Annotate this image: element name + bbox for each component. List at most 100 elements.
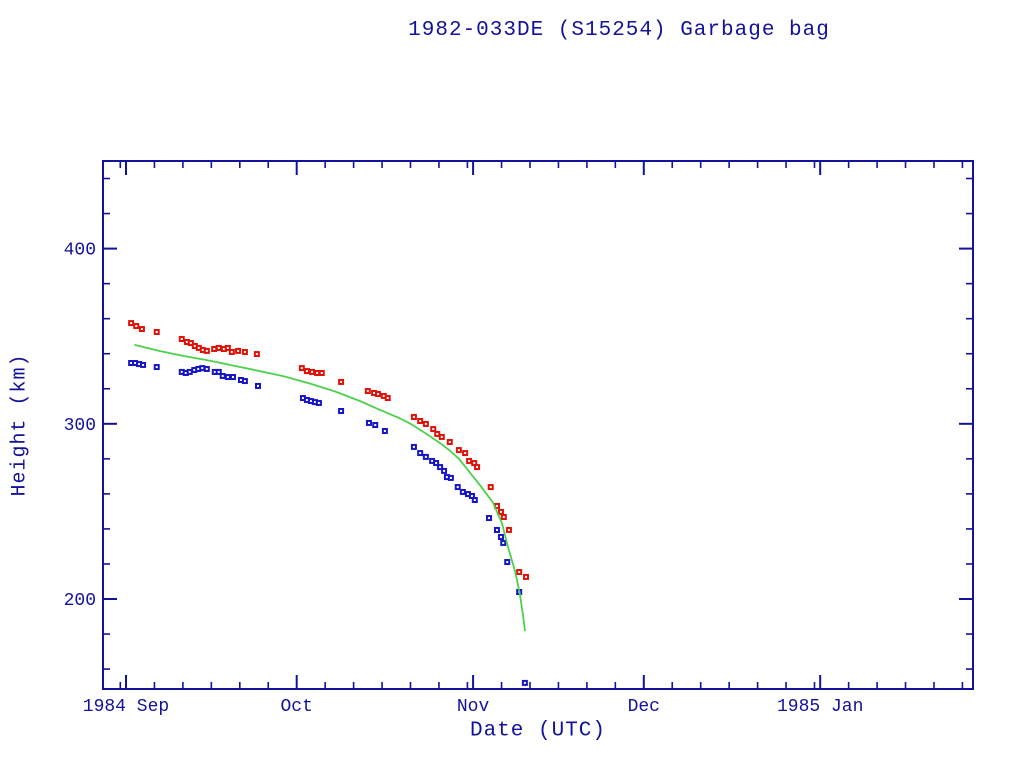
y-tick-label: 400 [64, 241, 96, 261]
x-tick-label: 1984 Sep [83, 697, 169, 717]
series-red-squares-upper [128, 320, 530, 580]
data-point-center [464, 452, 467, 455]
data-point-center [495, 504, 498, 507]
data-point-center [432, 428, 435, 431]
data-point-center [502, 516, 505, 519]
data-point-center [180, 370, 183, 373]
data-point-center [476, 466, 479, 469]
data-point-center [213, 347, 216, 350]
data-point-center [316, 371, 319, 374]
x-tick-label: Nov [457, 697, 490, 717]
data-point-center [449, 476, 452, 479]
data-point-center [313, 401, 316, 404]
data-point-center [237, 349, 240, 352]
data-point-center [489, 486, 492, 489]
data-point-center [197, 367, 200, 370]
data-point-center [135, 325, 138, 328]
data-point-center [222, 347, 225, 350]
data-point-center [130, 322, 133, 325]
data-point-center [445, 476, 448, 479]
x-tick-label: Oct [280, 697, 312, 717]
data-point-center [243, 350, 246, 353]
data-point-center [374, 424, 377, 427]
data-point-center [193, 345, 196, 348]
data-point-center [189, 342, 192, 345]
data-point-center [383, 429, 386, 432]
data-point-center [188, 370, 191, 373]
data-point-center [473, 462, 476, 465]
data-point-center [255, 353, 258, 356]
y-tick-label: 200 [64, 591, 96, 611]
data-point-center [301, 397, 304, 400]
data-point-center [226, 376, 229, 379]
data-point-center [305, 398, 308, 401]
data-point-center [366, 390, 369, 393]
data-point-center [205, 349, 208, 352]
data-point-center [506, 561, 509, 564]
data-point-center [180, 338, 183, 341]
data-point-center [305, 370, 308, 373]
x-axis-ticks: 1984 Sep Oct Nov Dec 1985 Jan [83, 161, 964, 717]
data-point-center [142, 363, 145, 366]
data-point-center [184, 371, 187, 374]
data-point-center [317, 401, 320, 404]
data-point-center [201, 367, 204, 370]
data-point-center [424, 422, 427, 425]
data-point-center [440, 435, 443, 438]
x-tick-label: 1985 Jan [777, 697, 863, 717]
data-point-center [193, 369, 196, 372]
data-point-center [435, 462, 438, 465]
data-point-center [419, 419, 422, 422]
data-point-center [499, 535, 502, 538]
data-point-center [443, 469, 446, 472]
data-point-center [470, 494, 473, 497]
data-point-center [386, 397, 389, 400]
series-green-fit-line [134, 344, 526, 632]
data-point-center [461, 490, 464, 493]
data-point-center [185, 340, 188, 343]
data-point-center [436, 432, 439, 435]
y-tick-label: 300 [64, 416, 96, 436]
data-point-center [439, 466, 442, 469]
data-point-center [340, 380, 343, 383]
data-point-center [431, 459, 434, 462]
data-point-center [221, 374, 224, 377]
data-point-center [257, 384, 260, 387]
x-axis-title: Date (UTC) [469, 719, 607, 743]
data-point-center [523, 681, 526, 684]
chart-title: 1982-033DE (S15254) Garbage bag [408, 19, 830, 42]
data-point-center [217, 370, 220, 373]
data-point-center [367, 421, 370, 424]
data-point-center [499, 510, 502, 513]
data-point-center [243, 380, 246, 383]
data-point-center [231, 376, 234, 379]
data-point-center [201, 349, 204, 352]
data-point-center [424, 455, 427, 458]
data-point-center [205, 367, 208, 370]
data-point-center [525, 575, 528, 578]
data-point-center [518, 571, 521, 574]
data-point-center [502, 541, 505, 544]
data-point-center [311, 370, 314, 373]
data-point-center [197, 346, 200, 349]
y-axis-ticks: 200 300 400 [64, 177, 973, 670]
data-point-center [473, 499, 476, 502]
data-point-center [507, 528, 510, 531]
data-point-center [320, 371, 323, 374]
data-point-center [373, 391, 376, 394]
data-point-center [226, 346, 229, 349]
data-point-center [340, 410, 343, 413]
data-point-center [495, 528, 498, 531]
data-point-center [419, 452, 422, 455]
plot-frame [102, 160, 974, 690]
data-point-center [448, 441, 451, 444]
series-blue-squares-lower [128, 360, 528, 686]
data-point-center [457, 449, 460, 452]
y-axis-title: Height (km) [8, 353, 32, 497]
data-point-center [382, 394, 385, 397]
data-point-center [130, 362, 133, 365]
x-tick-label: Dec [628, 697, 660, 717]
data-point-center [468, 459, 471, 462]
